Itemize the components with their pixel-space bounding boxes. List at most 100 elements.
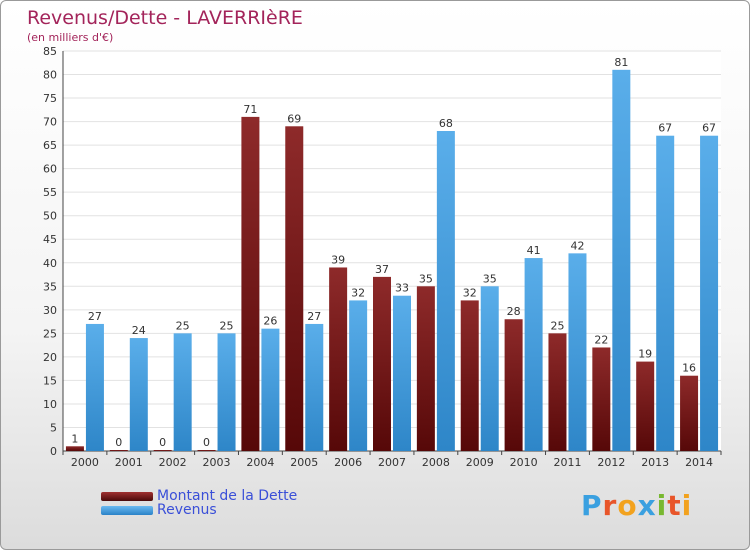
data-label: 68	[439, 117, 453, 130]
proxiti-logo: Proxiti	[581, 489, 692, 522]
y-tick-label: 85	[43, 45, 57, 58]
data-label: 69	[287, 112, 301, 125]
x-tick-label: 2009	[466, 456, 494, 469]
legend-swatch-revenus	[101, 505, 153, 515]
y-tick-label: 5	[50, 421, 57, 434]
bar-dette	[636, 361, 655, 451]
legend-label-revenus: Revenus	[157, 502, 217, 518]
y-tick-label: 45	[43, 233, 57, 246]
y-tick-label: 20	[43, 351, 57, 364]
data-label: 35	[483, 272, 497, 285]
logo-letter: P	[581, 489, 603, 522]
bar-dette	[416, 286, 435, 451]
data-label: 71	[243, 103, 257, 116]
x-tick-label: 2005	[290, 456, 318, 469]
data-label: 27	[88, 310, 102, 323]
bar-revenus	[700, 135, 719, 452]
bar-dette	[285, 126, 304, 451]
bar-revenus	[217, 333, 236, 451]
x-tick-label: 2010	[510, 456, 538, 469]
logo-letter: i	[656, 489, 668, 522]
legend-swatch-dette	[101, 491, 153, 501]
y-tick-label: 30	[43, 304, 57, 317]
y-tick-label: 35	[43, 280, 57, 293]
bar-revenus	[612, 69, 631, 451]
x-tick-label: 2007	[378, 456, 406, 469]
y-tick-label: 65	[43, 139, 57, 152]
y-tick-label: 60	[43, 163, 57, 176]
data-label: 28	[507, 305, 521, 318]
data-label: 19	[638, 348, 652, 361]
y-tick-label: 75	[43, 92, 57, 105]
x-tick-label: 2006	[334, 456, 362, 469]
x-tick-label: 2003	[203, 456, 231, 469]
x-tick-label: 2000	[71, 456, 99, 469]
data-label: 0	[159, 436, 166, 449]
legend-item-dette: Montant de la Dette	[101, 488, 297, 504]
legend-item-revenus: Revenus	[101, 502, 217, 518]
logo-letter: i	[681, 489, 693, 522]
y-tick-label: 80	[43, 69, 57, 82]
bar-dette	[680, 375, 699, 451]
bar-revenus	[349, 300, 368, 451]
y-tick-label: 70	[43, 116, 57, 129]
data-label: 16	[682, 362, 696, 375]
bar-dette	[241, 116, 260, 451]
logo-letter: r	[602, 489, 618, 522]
data-label: 37	[375, 263, 389, 276]
chart-subtitle: (en milliers d'€)	[27, 31, 114, 44]
chart-title: Revenus/Dette - LAVERRIèRE	[27, 7, 303, 29]
data-label: 22	[594, 333, 608, 346]
x-tick-label: 2008	[422, 456, 450, 469]
data-label: 1	[71, 432, 78, 445]
data-label: 67	[702, 122, 716, 135]
bar-dette	[109, 450, 128, 451]
data-label: 42	[570, 239, 584, 252]
bar-revenus	[656, 135, 675, 452]
plot-area	[63, 51, 721, 451]
data-label: 25	[176, 319, 190, 332]
logo-letter: t	[667, 489, 682, 522]
x-tick-label: 2001	[115, 456, 143, 469]
bar-dette	[460, 300, 479, 451]
bar-dette	[197, 450, 216, 451]
bar-revenus	[85, 323, 104, 451]
legend-label-dette: Montant de la Dette	[157, 488, 298, 504]
data-label: 27	[307, 310, 321, 323]
x-tick-label: 2012	[597, 456, 625, 469]
data-label: 25	[220, 319, 234, 332]
data-label: 25	[550, 319, 564, 332]
bar-revenus	[393, 295, 411, 451]
y-tick-label: 55	[43, 186, 57, 199]
bar-dette	[504, 319, 523, 451]
data-label: 35	[419, 272, 433, 285]
y-tick-label: 25	[43, 327, 57, 340]
bar-dette	[65, 446, 84, 451]
bar-dette	[153, 450, 172, 451]
bar-revenus	[173, 333, 192, 451]
bar-revenus	[524, 258, 543, 451]
bar-dette	[329, 267, 348, 451]
bar-revenus	[436, 131, 455, 451]
bar-revenus	[480, 286, 499, 451]
data-label: 0	[203, 436, 210, 449]
y-tick-label: 0	[50, 445, 57, 458]
bar-revenus	[129, 338, 148, 451]
y-tick-label: 10	[43, 398, 57, 411]
x-tick-label: 2014	[685, 456, 713, 469]
logo-letter: x	[637, 489, 657, 522]
x-tick-label: 2002	[159, 456, 187, 469]
bar-dette	[548, 333, 567, 451]
data-label: 32	[463, 286, 477, 299]
bar-dette	[373, 276, 391, 451]
x-tick-label: 2011	[553, 456, 581, 469]
x-tick-label: 2013	[641, 456, 669, 469]
bar-revenus	[305, 323, 324, 451]
data-label: 32	[351, 286, 365, 299]
logo-letter: o	[617, 489, 638, 522]
data-label: 41	[527, 244, 541, 257]
data-label: 67	[658, 122, 672, 135]
data-label: 39	[331, 253, 345, 266]
